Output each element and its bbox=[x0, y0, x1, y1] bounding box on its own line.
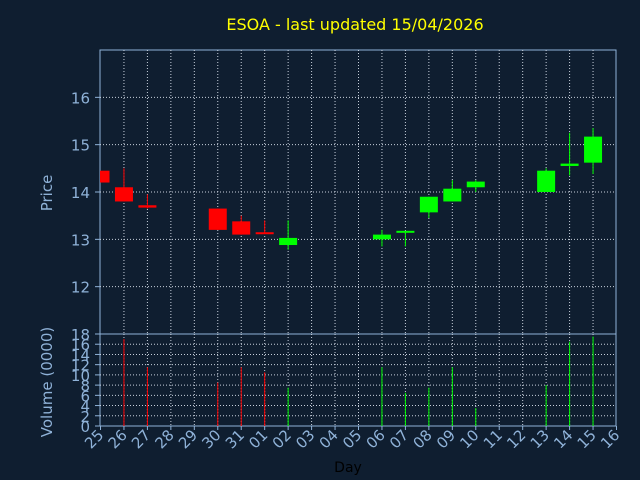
y-axis-label: Price bbox=[38, 175, 56, 212]
candle-body bbox=[419, 196, 438, 213]
volume-tick-label: 2 bbox=[80, 408, 90, 426]
x-tick-label: 06 bbox=[363, 426, 389, 452]
x-tick-label: 16 bbox=[597, 426, 623, 452]
candle-body bbox=[279, 237, 298, 246]
candle bbox=[255, 220, 274, 235]
candle bbox=[100, 170, 110, 183]
candle-body bbox=[138, 205, 157, 208]
candle bbox=[232, 215, 251, 235]
price-panel: 12 13 14 15 16 bbox=[71, 49, 617, 335]
volume-tick-label: 4 bbox=[80, 398, 90, 416]
x-tick-label: 09 bbox=[433, 426, 459, 452]
volume-tick-label: 10 bbox=[71, 367, 90, 385]
volume-tick-label: 18 bbox=[71, 326, 90, 344]
candle-body bbox=[101, 170, 110, 183]
candle-body bbox=[584, 136, 603, 163]
x-tick-label: 01 bbox=[245, 426, 271, 452]
candle-body bbox=[208, 208, 227, 230]
volume-tick-label: 8 bbox=[80, 377, 90, 395]
candle bbox=[114, 168, 133, 202]
x-tick-label: 29 bbox=[175, 426, 201, 452]
candle-body bbox=[114, 187, 133, 202]
candle bbox=[279, 220, 298, 250]
candle-body bbox=[396, 230, 415, 233]
x-tick-label: 12 bbox=[503, 426, 529, 452]
x-tick-label: 30 bbox=[198, 426, 224, 452]
price-tick-label: 16 bbox=[71, 89, 90, 107]
x-tick-label: 07 bbox=[386, 426, 412, 452]
price-tick-label: 12 bbox=[71, 279, 90, 297]
candle-body bbox=[255, 232, 274, 235]
candle bbox=[584, 128, 603, 175]
volume-axis-label: Volume (0000) bbox=[38, 327, 56, 437]
candle-body bbox=[443, 188, 462, 202]
candle-body bbox=[560, 163, 579, 166]
candle bbox=[372, 229, 391, 247]
candle bbox=[560, 132, 579, 176]
x-tick-label: 31 bbox=[222, 426, 248, 452]
candle-body bbox=[232, 221, 251, 235]
x-tick-label: 03 bbox=[292, 426, 318, 452]
volume-tick-label: 12 bbox=[71, 357, 90, 375]
candle bbox=[537, 168, 556, 192]
x-axis-label: Day bbox=[334, 460, 362, 476]
price-tick-label: 15 bbox=[71, 137, 90, 155]
x-tick-label: 05 bbox=[339, 426, 365, 452]
price-tick-label: 14 bbox=[71, 184, 90, 202]
candle bbox=[466, 180, 485, 192]
candle-body bbox=[466, 181, 485, 188]
x-tick-label: 28 bbox=[151, 426, 177, 452]
price-tick-label: 13 bbox=[71, 231, 90, 249]
volume-tick-label: 0 bbox=[80, 418, 90, 436]
candle-body bbox=[537, 170, 556, 192]
volume-tick-label: 6 bbox=[80, 387, 90, 405]
x-tick-label: 14 bbox=[550, 426, 576, 452]
volume-tick-label: 14 bbox=[71, 346, 90, 364]
x-tick-label: 26 bbox=[105, 426, 131, 452]
candle-body bbox=[372, 234, 391, 240]
x-axis: 2526272829303101020304050607080910111213… bbox=[81, 426, 623, 452]
x-tick-label: 08 bbox=[409, 426, 435, 452]
volume-tick-label: 16 bbox=[71, 336, 90, 354]
candle bbox=[419, 196, 438, 219]
candle bbox=[208, 208, 227, 230]
x-tick-label: 04 bbox=[316, 426, 342, 452]
candle bbox=[443, 180, 462, 202]
x-tick-label: 27 bbox=[128, 426, 154, 452]
x-tick-label: 11 bbox=[480, 426, 506, 452]
x-tick-label: 15 bbox=[574, 426, 600, 452]
x-tick-label: 10 bbox=[456, 426, 482, 452]
candle bbox=[138, 194, 157, 209]
x-tick-label: 02 bbox=[269, 426, 295, 452]
candle bbox=[396, 230, 415, 247]
x-tick-label: 13 bbox=[527, 426, 553, 452]
chart-title: ESOA - last updated 15/04/2026 bbox=[226, 15, 483, 34]
